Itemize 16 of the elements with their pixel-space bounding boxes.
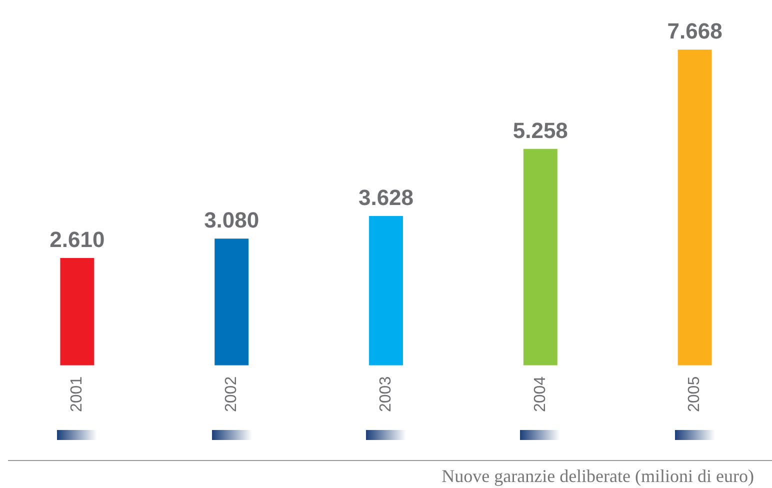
bar bbox=[214, 238, 249, 366]
x-tick-label: 2003 bbox=[377, 376, 394, 412]
data-label: 5.258 bbox=[512, 118, 568, 143]
bar bbox=[678, 50, 712, 366]
data-label: 2.610 bbox=[50, 227, 105, 252]
bar bbox=[523, 148, 558, 366]
data-label: 3.080 bbox=[204, 208, 260, 233]
bar bbox=[369, 216, 403, 366]
x-tick-label: 2002 bbox=[223, 376, 240, 412]
data-label: 7.668 bbox=[667, 18, 722, 44]
x-tick-label: 2005 bbox=[686, 376, 704, 412]
x-tick-label: 2001 bbox=[68, 376, 86, 412]
text: Nuove garanzie deliberate (milioni di euro) bbox=[442, 466, 754, 487]
x-tick-label: 2004 bbox=[532, 376, 549, 412]
bar bbox=[60, 258, 94, 366]
data-label: 3.628 bbox=[358, 185, 414, 210]
